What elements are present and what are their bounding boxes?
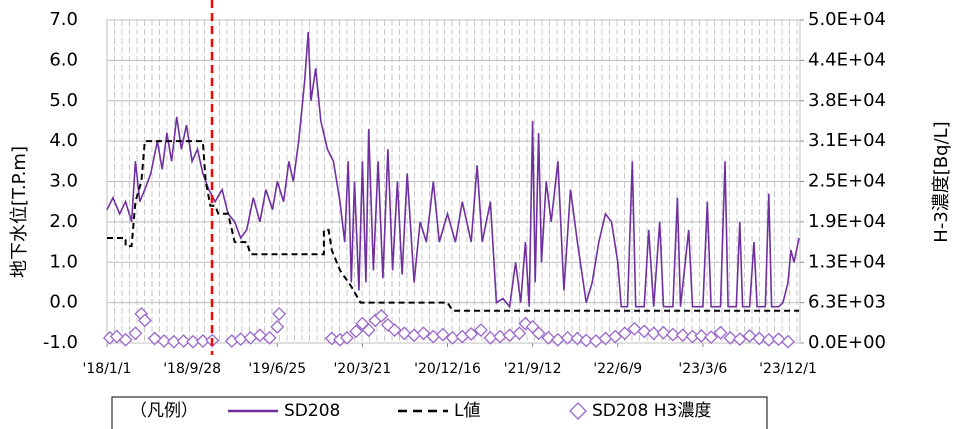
y2-tick-label: 3.1E+04 [808, 130, 886, 151]
h3-marker [416, 326, 431, 341]
h3-marker [387, 323, 402, 337]
y-tick-label: 2.0 [49, 211, 78, 232]
y2-tick-label: 1.9E+04 [808, 211, 886, 232]
x-tick-label: '18/9/28 [163, 361, 221, 377]
h3-marker [407, 328, 422, 343]
legend-box [111, 396, 768, 429]
legend-label: L値 [454, 401, 480, 421]
y-tick-label: 6.0 [49, 49, 78, 70]
h3-marker [560, 330, 575, 345]
y2-tick-label: 6.3E+03 [808, 292, 886, 313]
y-tick-label: 1.0 [49, 251, 78, 272]
h3-marker [186, 334, 200, 349]
l-value-line [107, 140, 800, 312]
h3-marker [656, 325, 671, 340]
h3-marker [474, 323, 488, 337]
h3-marker [550, 332, 565, 347]
h3-marker [742, 328, 757, 343]
h3-marker [464, 327, 479, 341]
h3-marker [397, 326, 412, 341]
y2-tick-label: 0.0E+00 [808, 332, 886, 353]
x-tick-label: '20/12/16 [414, 361, 481, 377]
y2-tick-label: 3.8E+04 [808, 90, 886, 111]
h3-marker [502, 328, 517, 343]
legend-marker [569, 402, 587, 420]
y-tick-label: 7.0 [49, 9, 78, 30]
h3-marker [627, 321, 642, 336]
h3-marker [252, 328, 267, 343]
h3-marker [541, 330, 556, 345]
y2-tick-label: 2.5E+04 [808, 171, 886, 192]
h3-marker [531, 326, 546, 341]
sd208-line [106, 32, 800, 309]
y-tick-label: 0.0 [49, 292, 78, 313]
h3-marker [435, 327, 450, 342]
h3-marker [340, 330, 354, 345]
h3-marker [272, 307, 287, 321]
x-tick-label: '22/6/9 [593, 361, 642, 377]
h3-marker [646, 326, 661, 341]
x-tick-label: '23/12/1 [759, 361, 817, 377]
h3-marker [637, 324, 652, 339]
h3-marker [675, 328, 690, 343]
h3-marker [118, 332, 133, 347]
x-tick-label: '20/3/21 [333, 361, 391, 377]
y-axis-label: 地下水位[T.P.m] [9, 146, 30, 278]
legend-label: SD208 H3濃度 [592, 401, 711, 421]
y2-tick-label: 1.3E+04 [808, 251, 886, 272]
h3-marker [262, 330, 277, 345]
h3-marker [176, 334, 191, 348]
h3-marker [666, 327, 680, 342]
h3-marker [512, 326, 527, 341]
y2-tick-label: 5.0E+04 [808, 9, 886, 30]
h3-marker [617, 326, 632, 341]
h3-marker [157, 334, 171, 348]
h3-marker [137, 313, 152, 328]
h3-marker [570, 331, 585, 346]
h3-marker [761, 332, 776, 347]
h3-marker [732, 332, 747, 347]
y-tick-label: 3.0 [49, 171, 78, 192]
x-tick-label: '23/3/6 [678, 361, 727, 377]
h3-marker [752, 331, 767, 346]
h3-marker [723, 330, 738, 345]
plot-area [102, 19, 804, 349]
legend-title: （凡例） [130, 401, 198, 421]
h3-marker [704, 330, 719, 345]
h3-marker [374, 308, 389, 323]
legend-label: SD208 [284, 401, 340, 421]
h3-marker [781, 334, 795, 349]
h3-marker [109, 329, 124, 344]
y2-tick-label: 4.4E+04 [808, 49, 886, 70]
h3-marker [361, 323, 376, 337]
x-tick-label: '21/9/12 [504, 361, 562, 377]
x-tick-label: '19/6/25 [248, 361, 306, 377]
h3-marker [694, 328, 709, 343]
h3-marker [713, 325, 728, 340]
h3-marker [270, 319, 285, 334]
y-tick-label: 5.0 [49, 90, 78, 111]
y-tick-label: -1.0 [43, 332, 78, 353]
y-tick-label: 4.0 [49, 130, 78, 151]
y2-axis-label: H-3濃度[Bq/L] [931, 121, 952, 242]
x-tick-label: '18/1/1 [83, 361, 132, 377]
h3-marker [128, 326, 143, 341]
h3-marker [166, 334, 181, 349]
h3-marker [579, 333, 594, 348]
h3-marker [349, 324, 363, 339]
